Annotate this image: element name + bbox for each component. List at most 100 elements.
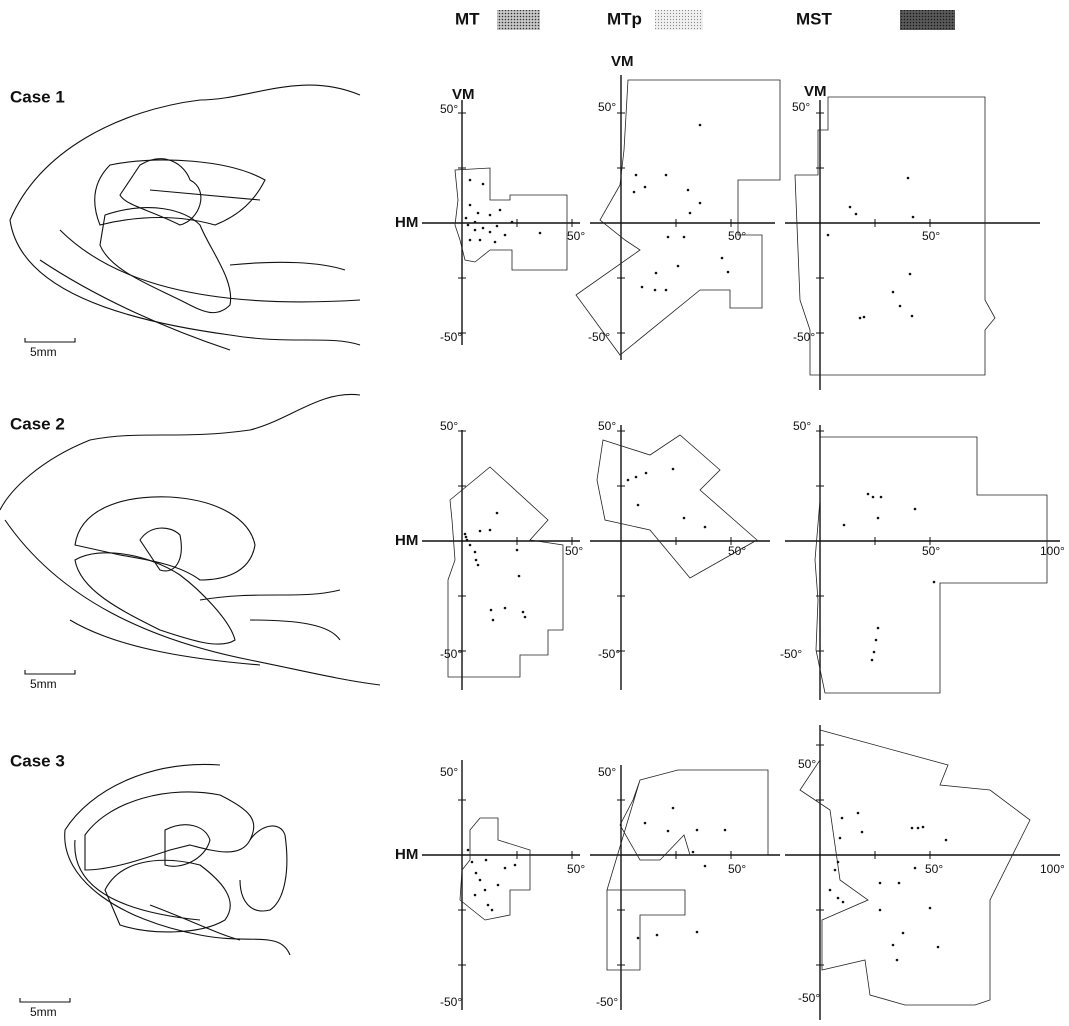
axis-name: VM [452,86,475,103]
receptive-field-center [490,609,493,612]
receptive-field-center [857,812,860,815]
tick-label: 50° [728,544,746,558]
receptive-field-center [696,931,699,934]
receptive-field-center [665,289,668,292]
receptive-field-center [839,837,842,840]
receptive-field-center [511,221,514,224]
receptive-field-center [902,932,905,935]
receptive-field-center [842,901,845,904]
field-outline [795,97,995,375]
receptive-field-center [464,533,467,536]
receptive-field-center [469,239,472,242]
receptive-field-center [482,227,485,230]
receptive-field-center [914,867,917,870]
receptive-field-center [877,517,880,520]
receptive-field-center [484,889,487,892]
receptive-field-center [489,214,492,217]
axis-name: HM [395,214,418,231]
receptive-field-center [474,221,477,224]
scale-label: 5mm [30,345,57,359]
axis-name: HM [395,532,418,549]
axis-name: VM [611,53,634,70]
legend-label: MT [455,9,480,28]
receptive-field-center [477,212,480,215]
tick-label: 50° [922,229,940,243]
receptive-field-center [896,959,899,962]
receptive-field-center [933,581,936,584]
receptive-field-center [899,305,902,308]
receptive-field-center [499,209,502,212]
receptive-field-center [683,236,686,239]
receptive-field-center [699,202,702,205]
receptive-field-center [704,865,707,868]
receptive-field-center [479,239,482,242]
receptive-field-center [539,232,542,235]
receptive-field-center [861,831,864,834]
receptive-field-center [655,272,658,275]
receptive-field-center [496,512,499,515]
receptive-field-center [911,315,914,318]
receptive-field-center [667,830,670,833]
receptive-field-center [692,851,695,854]
receptive-field-center [859,317,862,320]
receptive-field-center [489,231,492,234]
receptive-field-center [837,861,840,864]
receptive-field-center [635,174,638,177]
tick-label: 50° [565,544,583,558]
receptive-field-center [475,872,478,875]
receptive-field-center [727,271,730,274]
field-outline [455,168,567,270]
receptive-field-center [504,867,507,870]
tick-label: 50° [925,862,943,876]
receptive-field-center [665,174,668,177]
receptive-field-center [922,826,925,829]
receptive-field-center [863,316,866,319]
receptive-field-center [514,864,517,867]
receptive-field-center [672,468,675,471]
receptive-field-center [465,217,468,220]
brain-drawing [20,764,290,1002]
receptive-field-center [475,559,478,562]
page: MT MTp MST Case 1 5mm Case 2 5mm Case 3 … [0,0,1069,1026]
legend-swatch [497,10,540,30]
tick-label: 50° [922,544,940,558]
receptive-field-center [489,529,492,532]
tick-label: -50° [588,330,610,344]
receptive-field-center [937,946,940,949]
receptive-field-center [872,496,875,499]
scale-label: 5mm [30,1005,57,1019]
receptive-field-center [474,229,477,232]
receptive-field-center [516,549,519,552]
receptive-field-center [482,183,485,186]
receptive-field-center [641,286,644,289]
receptive-field-center [880,496,883,499]
case-label: Case 2 [10,414,65,433]
receptive-field-center [522,611,525,614]
case-label: Case 1 [10,87,65,106]
tick-label: 100° [1040,862,1065,876]
receptive-field-center [849,206,852,209]
receptive-field-center [914,508,917,511]
receptive-field-center [875,639,878,642]
receptive-field-center [474,551,477,554]
receptive-field-center [877,627,880,630]
receptive-field-center [855,213,858,216]
receptive-field-center [907,177,910,180]
legend-swatch [900,10,955,30]
receptive-field-center [689,212,692,215]
tick-label: 50° [567,862,585,876]
receptive-field-center [644,186,647,189]
receptive-field-center [656,934,659,937]
receptive-field-center [469,544,472,547]
receptive-field-center [496,225,499,228]
tick-label: -50° [440,330,462,344]
tick-label: 50° [440,102,458,116]
figure: MT MTp MST Case 1 5mm Case 2 5mm Case 3 … [0,0,1069,1026]
receptive-field-center [467,224,470,227]
tick-label: -50° [793,330,815,344]
receptive-field-center [491,909,494,912]
receptive-field-center [892,291,895,294]
tick-label: 50° [798,757,816,771]
legend-swatch [655,10,703,30]
receptive-field-center [497,884,500,887]
